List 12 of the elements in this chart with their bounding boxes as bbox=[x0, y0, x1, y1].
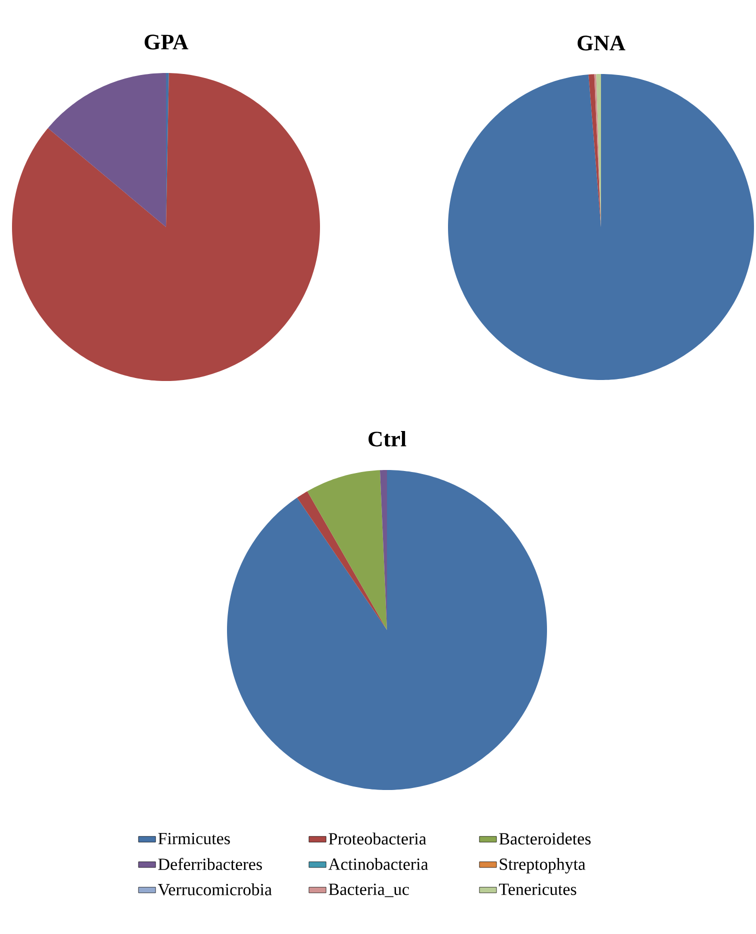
legend-label: Actinobacteria bbox=[328, 858, 428, 870]
legend-label: Bacteroidetes bbox=[499, 832, 591, 845]
legend-label: Proteobacteria bbox=[328, 832, 426, 845]
chart-title: Ctrl bbox=[368, 431, 406, 446]
legend-label: Verrucomicrobia bbox=[158, 883, 272, 896]
legend-label: Deferribacteres bbox=[158, 858, 262, 870]
legend-label: Streptophyta bbox=[500, 858, 586, 874]
legend-label: Firmicutes bbox=[158, 832, 230, 844]
legend-label: Tenericutes bbox=[499, 884, 576, 896]
chart-title: GPA bbox=[144, 34, 188, 50]
legend-label: Bacteria_uc bbox=[328, 884, 409, 898]
chart-title: GNA bbox=[578, 36, 626, 50]
